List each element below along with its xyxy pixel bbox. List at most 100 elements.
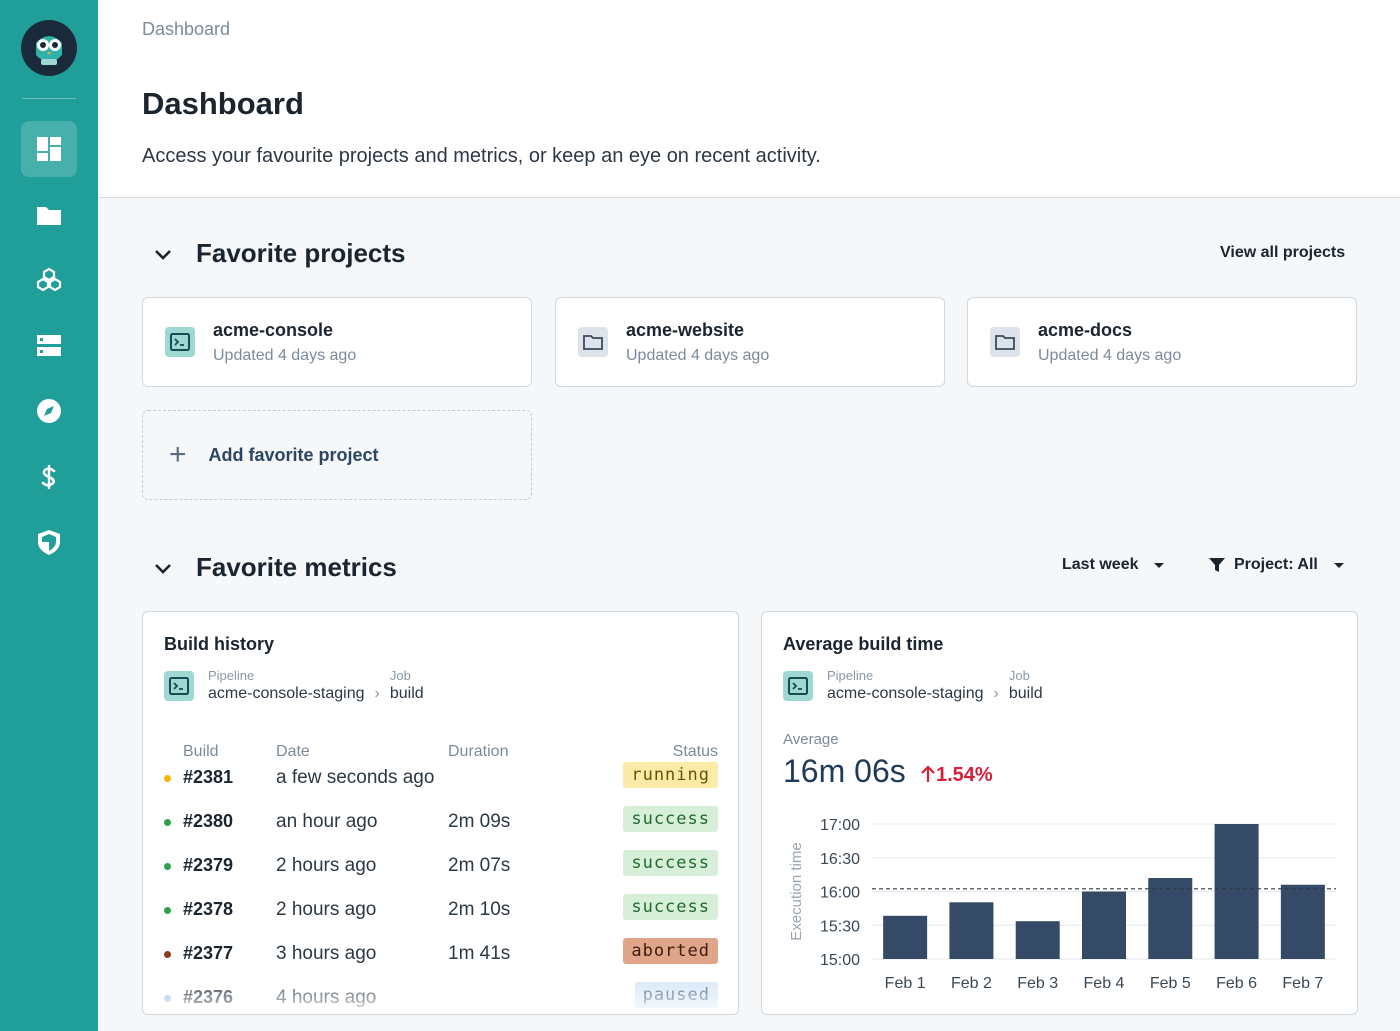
terminal-icon xyxy=(165,327,195,357)
sidebar-item-packages[interactable] xyxy=(21,252,77,308)
sidebar-item-projects[interactable] xyxy=(21,187,77,243)
sidebar xyxy=(0,0,98,1031)
status-badge: success xyxy=(623,894,718,920)
pipeline-info: Pipeline acme-console-staging › Job buil… xyxy=(164,668,424,703)
build-time-chart: 17:00 16:30 16:00 15:30 15:00 Execution time F… xyxy=(788,817,1336,992)
project-card-acme-console[interactable]: acme-console Updated 4 days ago xyxy=(142,297,532,387)
folder-icon xyxy=(990,327,1020,357)
bar xyxy=(1015,921,1060,959)
project-updated: Updated 4 days ago xyxy=(626,346,770,364)
build-number[interactable]: #2378 xyxy=(183,899,234,919)
x-tick-label: Feb 2 xyxy=(951,975,992,992)
pipeline-label: Pipeline xyxy=(827,668,874,683)
average-change: 1.54% xyxy=(920,764,993,787)
project-filter-label: Project: All xyxy=(1234,556,1318,573)
build-number[interactable]: #2380 xyxy=(183,811,234,831)
bar xyxy=(1280,884,1325,959)
cubes-icon xyxy=(36,267,62,292)
column-header-status: Status xyxy=(672,743,718,760)
table-row[interactable]: #2378 2 hours ago 2m 10s success xyxy=(143,889,738,933)
table-row[interactable]: #2380 an hour ago 2m 09s success xyxy=(143,801,738,845)
bar xyxy=(1148,878,1193,959)
period-dropdown[interactable]: Last week xyxy=(1062,556,1165,574)
y-tick-label: 15:00 xyxy=(820,952,860,969)
view-all-projects-link[interactable]: View all projects xyxy=(1220,244,1346,261)
filter-icon xyxy=(1209,558,1225,572)
terminal-icon xyxy=(783,671,813,701)
build-number[interactable]: #2377 xyxy=(183,943,234,963)
sidebar-item-billing[interactable] xyxy=(21,449,77,505)
pipeline-name[interactable]: acme-console-staging xyxy=(208,685,365,702)
shield-icon xyxy=(38,530,60,555)
plus-icon: + xyxy=(169,438,187,471)
sidebar-divider xyxy=(22,98,76,99)
job-name[interactable]: build xyxy=(1008,685,1043,702)
job-name[interactable]: build xyxy=(389,685,424,702)
page-title: Dashboard xyxy=(142,86,304,121)
chevron-down-icon[interactable] xyxy=(152,557,174,579)
terminal-icon xyxy=(164,671,194,701)
status-dot xyxy=(164,907,171,914)
folder-icon xyxy=(578,327,608,357)
column-header-build: Build xyxy=(183,743,219,760)
card-title: Build history xyxy=(164,634,275,654)
column-header-date: Date xyxy=(276,743,310,760)
average-value: 16m 06s xyxy=(783,753,906,789)
x-tick-label: Feb 7 xyxy=(1282,975,1323,992)
page-header: Dashboard Dashboard Access your favourit… xyxy=(98,0,1400,198)
project-card-acme-website[interactable]: acme-website Updated 4 days ago xyxy=(555,297,945,387)
section-title: Favorite projects xyxy=(196,238,406,268)
sidebar-item-dashboard[interactable] xyxy=(21,121,77,177)
sidebar-item-servers[interactable] xyxy=(21,318,77,374)
project-filter-dropdown[interactable]: Project: All xyxy=(1208,556,1344,574)
status-dot xyxy=(164,951,171,958)
pipeline-info: Pipeline acme-console-staging › Job buil… xyxy=(783,668,1043,703)
sidebar-item-explore[interactable] xyxy=(21,383,77,439)
build-date: 2 hours ago xyxy=(276,855,377,876)
y-tick-label: 16:30 xyxy=(820,851,860,868)
x-tick-label: Feb 3 xyxy=(1017,975,1058,992)
build-duration: 1m 41s xyxy=(448,943,511,964)
build-duration: 2m 09s xyxy=(448,811,511,832)
build-date: 2 hours ago xyxy=(276,899,377,920)
build-number[interactable]: #2379 xyxy=(183,855,234,875)
favorite-projects-header[interactable]: Favorite projects xyxy=(152,238,406,269)
table-row[interactable]: #2377 3 hours ago 1m 41s aborted xyxy=(143,933,738,977)
card-title: Average build time xyxy=(783,634,944,654)
favorite-metrics-header[interactable]: Favorite metrics xyxy=(152,552,397,583)
breadcrumb[interactable]: Dashboard xyxy=(142,19,231,39)
project-name: acme-docs xyxy=(1038,319,1133,340)
status-badge: success xyxy=(623,850,718,876)
status-dot xyxy=(164,819,171,826)
status-dot xyxy=(164,863,171,870)
folder-icon xyxy=(37,207,61,225)
build-date: a few seconds ago xyxy=(276,767,435,788)
status-badge: running xyxy=(623,762,718,788)
chevron-down-icon[interactable] xyxy=(152,243,174,265)
table-row[interactable]: #2381 a few seconds ago running xyxy=(143,757,738,801)
project-name: acme-website xyxy=(626,319,745,340)
add-favorite-project-button[interactable]: + Add favorite project xyxy=(142,410,532,500)
build-duration: 2m 10s xyxy=(448,899,511,920)
project-card-acme-docs[interactable]: acme-docs Updated 4 days ago xyxy=(967,297,1357,387)
period-label: Last week xyxy=(1062,556,1139,573)
sidebar-item-security[interactable] xyxy=(21,514,77,570)
build-number[interactable]: #2381 xyxy=(183,767,234,787)
compass-icon xyxy=(37,399,61,423)
y-tick-label: 17:00 xyxy=(820,817,860,834)
build-date: 3 hours ago xyxy=(276,943,377,964)
y-tick-label: 16:00 xyxy=(820,885,860,902)
status-badge: aborted xyxy=(623,938,718,964)
bar xyxy=(1214,824,1259,959)
x-tick-label: Feb 1 xyxy=(885,975,926,992)
pipeline-name[interactable]: acme-console-staging xyxy=(827,685,984,702)
owl-logo[interactable] xyxy=(21,20,77,76)
chevron-right-icon: › xyxy=(993,685,999,702)
change-value: 1.54% xyxy=(936,764,993,786)
build-history-card: Build history Pipeline acme-console-stag… xyxy=(142,611,739,1015)
x-tick-label: Feb 5 xyxy=(1150,975,1191,992)
table-row[interactable]: #2379 2 hours ago 2m 07s success xyxy=(143,845,738,889)
dashboard-icon xyxy=(37,137,61,161)
x-tick-label: Feb 4 xyxy=(1084,975,1125,992)
average-build-time-card: Average build time Pipeline acme-console… xyxy=(761,611,1358,1015)
